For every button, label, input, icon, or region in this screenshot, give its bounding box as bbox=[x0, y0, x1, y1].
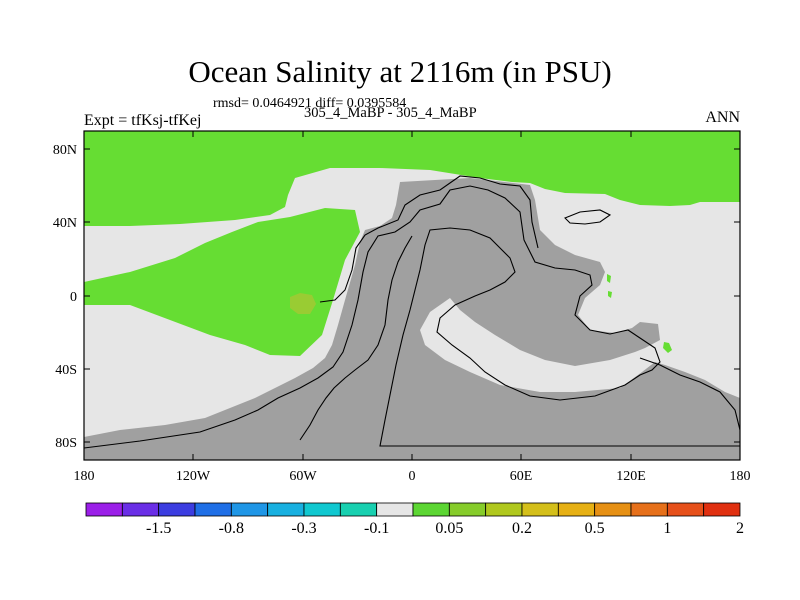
lon-label: 180 bbox=[74, 469, 95, 484]
colorbar-label: 0.5 bbox=[585, 520, 605, 537]
map-panel bbox=[83, 131, 741, 460]
island-south bbox=[663, 342, 672, 353]
colorbar-swatch bbox=[557, 502, 596, 517]
strong-positive-patch bbox=[290, 293, 316, 314]
longitude-axis: 180 120W 60W 0 60E 120E 180 bbox=[74, 131, 751, 484]
plot-title: Ocean Salinity at 2116m (in PSU) bbox=[188, 54, 612, 89]
rmsd-diff-stats: rmsd= 0.0464921 diff= 0.0395584 bbox=[213, 96, 407, 111]
colorbar-swatch bbox=[194, 502, 232, 517]
island-east bbox=[607, 274, 611, 283]
lat-label: 80N bbox=[53, 143, 77, 158]
lon-label: 120E bbox=[616, 469, 646, 484]
pacific-positive-tongue bbox=[84, 208, 360, 356]
colorbar: -1.5 -0.8 -0.3 -0.1 0.05 0.2 0.5 1 2 bbox=[85, 502, 744, 537]
colorbar-swatch bbox=[485, 502, 523, 517]
colorbar-swatch bbox=[521, 502, 559, 517]
lon-label: 180 bbox=[730, 469, 751, 484]
experiment-label: Expt = tfKsj-tfKej bbox=[84, 112, 202, 129]
latitude-axis: 80N 40N 0 40S 80S bbox=[53, 143, 740, 451]
colorbar-swatch bbox=[267, 502, 305, 517]
colorbar-label: -0.8 bbox=[219, 520, 244, 537]
colorbar-swatch bbox=[630, 502, 668, 517]
north-positive-anomaly bbox=[84, 131, 740, 226]
lon-label: 60W bbox=[289, 469, 317, 484]
colorbar-swatch bbox=[703, 502, 741, 517]
colorbar-label: 0.2 bbox=[512, 520, 532, 537]
coastline-contours bbox=[83, 175, 741, 449]
colorbar-label: -0.3 bbox=[291, 520, 316, 537]
lat-label: 40S bbox=[55, 363, 77, 378]
colorbar-label: 2 bbox=[736, 520, 744, 537]
colorbar-swatch bbox=[666, 502, 705, 517]
colorbar-swatch bbox=[158, 502, 196, 517]
colorbar-swatch bbox=[303, 502, 341, 517]
colorbar-label: -1.5 bbox=[146, 520, 171, 537]
lon-label: 0 bbox=[409, 469, 416, 484]
lat-label: 0 bbox=[70, 290, 77, 305]
land-mass-americas-south bbox=[84, 178, 740, 460]
lon-label: 60E bbox=[510, 469, 533, 484]
colorbar-swatch bbox=[448, 502, 487, 517]
colorbar-swatch bbox=[412, 502, 450, 517]
colorbar-swatch bbox=[121, 502, 160, 517]
colorbar-swatch bbox=[376, 502, 414, 517]
colorbar-swatch bbox=[230, 502, 269, 517]
colorbar-label: 1 bbox=[663, 520, 671, 537]
colorbar-label: -0.1 bbox=[364, 520, 389, 537]
colorbar-swatch bbox=[339, 502, 378, 517]
colorbar-swatch bbox=[594, 502, 632, 517]
lon-label: 120W bbox=[176, 469, 211, 484]
colorbar-swatch bbox=[85, 502, 123, 517]
colorbar-label: 0.05 bbox=[435, 520, 463, 537]
season-label: ANN bbox=[705, 109, 740, 126]
period-label: 305_4_MaBP - 305_4_MaBP bbox=[304, 105, 477, 121]
island-east-2 bbox=[608, 291, 612, 298]
lat-label: 80S bbox=[55, 436, 77, 451]
lat-label: 40N bbox=[53, 216, 77, 231]
